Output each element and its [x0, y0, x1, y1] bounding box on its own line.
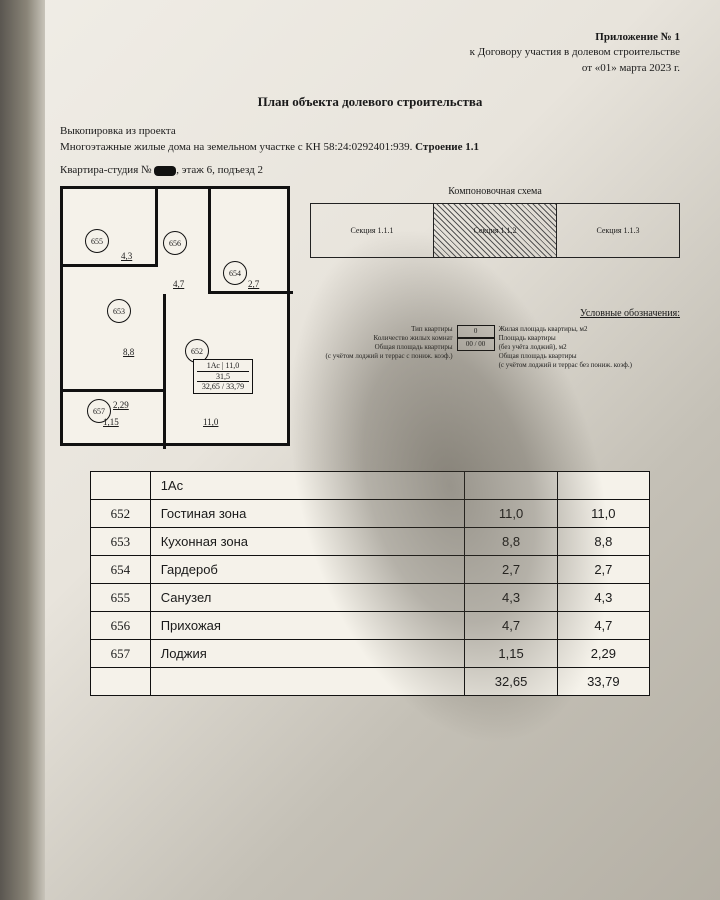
- book-spine: [0, 0, 45, 900]
- floorplan-infobox: 1Ас | 11,0 31,5 32,65 / 33,79: [193, 359, 253, 394]
- table-row: 657Лоджия1,152,29: [91, 640, 650, 668]
- subhead-line1: Выкопировка из проекта: [60, 124, 680, 140]
- dimension-label: 4,3: [121, 251, 132, 261]
- total-b: 33,79: [557, 668, 649, 696]
- dimension-label: 11,0: [203, 417, 218, 427]
- table-row: 654Гардероб2,72,7: [91, 556, 650, 584]
- room-marker-656: 656: [163, 231, 187, 255]
- table-row: 655Санузел4,34,3: [91, 584, 650, 612]
- total-a: 32,65: [465, 668, 557, 696]
- dimension-label: 2,7: [248, 279, 259, 289]
- section-3: Секция 1.1.3: [557, 204, 679, 257]
- appendix-number: Приложение № 1: [60, 30, 680, 45]
- legend-right: Жилая площадь квартиры, м2 Площадь кварт…: [499, 325, 680, 370]
- room-marker-655: 655: [85, 229, 109, 253]
- layout-sections: Секция 1.1.1 Секция 1.1.2 Секция 1.1.3: [310, 203, 680, 258]
- table-row: 656Прихожая4,74,7: [91, 612, 650, 640]
- dimension-label: 2,29: [113, 400, 129, 410]
- dimension-label: 1,15: [103, 417, 119, 427]
- rooms-table: 1Ас 652Гостиная зона11,011,0653Кухонная …: [90, 471, 650, 696]
- layout-title: Компоновочная схема: [310, 186, 680, 197]
- legend-mid: 0 00 / 00: [457, 325, 495, 351]
- legend-left: Тип квартиры Количество жилых комнат Общ…: [310, 325, 453, 361]
- room-marker-653: 653: [107, 299, 131, 323]
- apartment-line: Квартира-студия № , этаж 6, подъезд 2: [60, 164, 680, 176]
- diagrams-row: 655656654653652657 4,34,72,78,82,291,151…: [60, 186, 680, 446]
- legend-block: Условные обозначения: Тип квартиры Колич…: [310, 308, 680, 370]
- dimension-label: 4,7: [173, 279, 184, 289]
- table-row: 652Гостиная зона11,011,0: [91, 500, 650, 528]
- page-title: План объекта долевого строительства: [60, 94, 680, 110]
- dimension-label: 8,8: [123, 347, 134, 357]
- legend-title: Условные обозначения:: [310, 308, 680, 319]
- subhead-block: Выкопировка из проекта Многоэтажные жилы…: [60, 124, 680, 156]
- redacted-number: [154, 166, 176, 176]
- room-marker-654: 654: [223, 261, 247, 285]
- contract-ref: к Договору участия в долевом строительст…: [60, 45, 680, 60]
- table-row: 653Кухонная зона8,88,8: [91, 528, 650, 556]
- layout-scheme: Компоновочная схема Секция 1.1.1 Секция …: [310, 186, 680, 446]
- table-totals-row: 32,65 33,79: [91, 668, 650, 696]
- section-2: Секция 1.1.2: [434, 204, 557, 257]
- header-block: Приложение № 1 к Договору участия в доле…: [60, 30, 680, 76]
- subhead-line2: Многоэтажные жилые дома на земельном уча…: [60, 140, 680, 156]
- section-1: Секция 1.1.1: [311, 204, 434, 257]
- document-page: Приложение № 1 к Договору участия в доле…: [0, 0, 720, 900]
- floorplan-diagram: 655656654653652657 4,34,72,78,82,291,151…: [60, 186, 290, 446]
- contract-date: от «01» марта 2023 г.: [60, 61, 680, 76]
- table-header: 1Ас: [150, 472, 465, 500]
